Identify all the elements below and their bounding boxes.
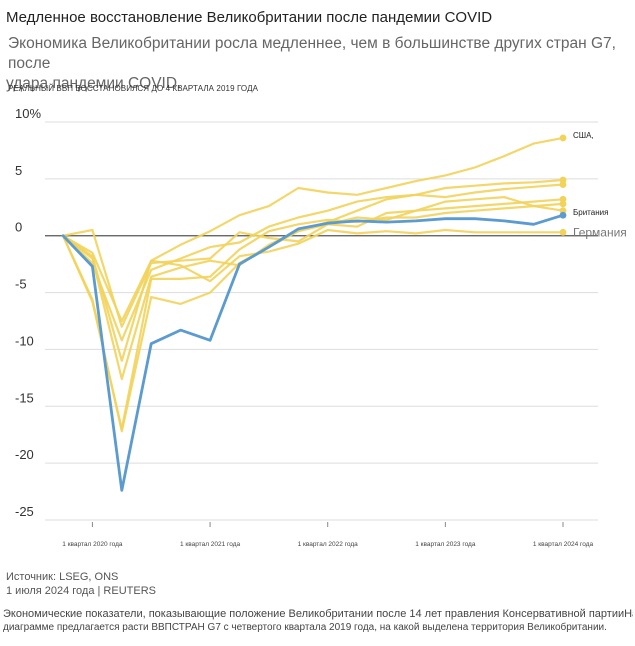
series-line-Япония xyxy=(61,196,565,328)
x-tick-label: 1 квартал 2020 года xyxy=(62,541,123,548)
x-axis: 1 квартал 2020 года 1 квартал 2021 года 1 … xyxy=(62,522,593,548)
caption-line-1: Экономические показатели, показывающие п… xyxy=(3,608,633,620)
series-line-Германия xyxy=(61,228,565,362)
y-tick-label: -20 xyxy=(15,447,34,462)
series-line-Италия xyxy=(61,198,565,433)
series-endpoint-США xyxy=(559,134,567,142)
chart-title: Медленное восстановление Великобритании … xyxy=(6,9,493,26)
subtitle-line-2: удара пандемии COVID. xyxy=(6,75,182,92)
series-label-Британия: Британия xyxy=(573,208,608,217)
y-tick-label: -10 xyxy=(15,333,34,348)
series-label-Германия: Германия xyxy=(573,225,627,239)
y-tick-label: -25 xyxy=(15,504,34,519)
subtitle-line-1: Экономика Великобритании росла медленнее… xyxy=(8,35,616,72)
x-tick-label: 1 квартал 2023 года xyxy=(415,541,476,548)
series-line-Другая xyxy=(61,178,565,342)
series-endpoint-Италия xyxy=(559,195,567,203)
chart-subtitle: Экономика Великобритании росла медленнее… xyxy=(6,34,631,94)
y-axis: 10% 5 0 -5 -10 -15 -20 -25 xyxy=(15,106,41,519)
series-line-Франция xyxy=(61,202,565,431)
series-labels: Германия США, Британия xyxy=(573,131,627,239)
series-line-США xyxy=(61,136,565,323)
series-label-США: США, xyxy=(573,131,594,140)
series-lines xyxy=(61,134,567,492)
x-tick-label: 1 квартал 2022 года xyxy=(298,541,359,548)
caption: Экономические показатели, показывающие п… xyxy=(3,608,633,634)
caption-line-2: диаграмме предлагается расти ВВПСТРАН G7… xyxy=(3,622,607,633)
y-tick-label: -5 xyxy=(15,277,27,292)
series-endpoint-Другая xyxy=(559,176,567,184)
y-tick-label: -15 xyxy=(15,390,34,405)
source-text: Источник: LSEG, ONS xyxy=(6,571,119,583)
y-tick-label: 10% xyxy=(15,106,41,121)
publish-date: 1 июля 2024 года | REUTERS xyxy=(6,585,156,597)
y-tick-label: 0 xyxy=(15,220,22,235)
series-endpoint-Германия xyxy=(559,228,567,236)
series-line-Британия xyxy=(61,213,565,492)
source-block: Источник: LSEG, ONS 1 июля 2024 года | R… xyxy=(6,570,156,598)
y-tick-label: 5 xyxy=(15,163,22,178)
x-tick-label: 1 квартал 2024 года xyxy=(533,541,594,548)
chart-heading: РЕАЛЬНЫЙ ВВП ВОССТАНОВИЛСЯ ДО 4 КВАРТАЛА… xyxy=(8,84,259,93)
series-endpoint-Британия xyxy=(559,211,567,219)
x-tick-label: 1 квартал 2021 года xyxy=(180,541,241,548)
